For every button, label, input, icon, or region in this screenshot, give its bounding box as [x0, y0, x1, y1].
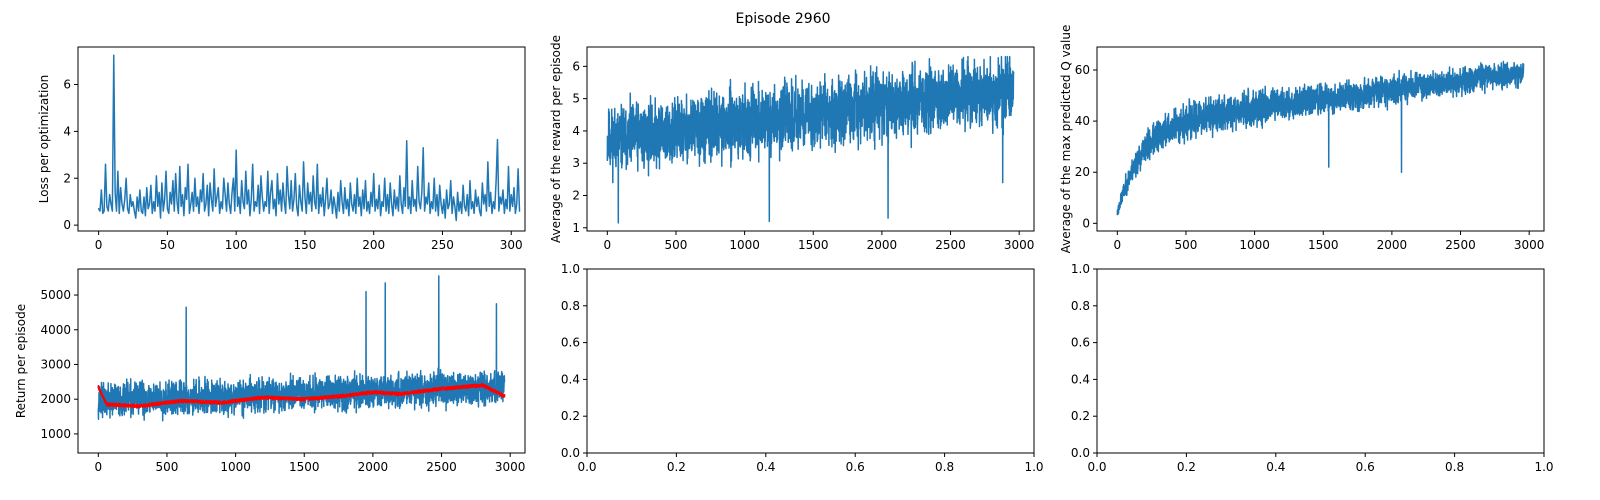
x-tick-label-empty_2-2: 0.4: [1266, 460, 1285, 474]
x-tick-label-q_value-6: 3000: [1514, 238, 1545, 252]
y-tick-label-q_value-3: 60: [1075, 63, 1090, 77]
x-tick-label-q_value-1: 500: [1175, 238, 1198, 252]
x-tick-label-q_value-2: 1000: [1239, 238, 1270, 252]
y-tick-label-return-3: 4000: [40, 323, 71, 337]
x-tick-label-reward-5: 2500: [935, 238, 966, 252]
y-axis-label-loss: Loss per optimization: [37, 75, 51, 204]
y-tick-label-empty_1-5: 1.0: [561, 262, 580, 276]
x-tick-label-return-3: 1500: [289, 460, 320, 474]
x-tick-label-empty_1-3: 0.6: [846, 460, 865, 474]
y-tick-label-empty_1-1: 0.2: [561, 409, 580, 423]
x-tick-label-empty_1-5: 1.0: [1024, 460, 1043, 474]
axes-frame-loss: [77, 46, 526, 232]
y-tick-label-return-0: 1000: [40, 427, 71, 441]
y-tick-label-reward-0: 1: [572, 221, 580, 235]
x-tick-label-return-0: 0: [94, 460, 102, 474]
x-tick-label-q_value-3: 1500: [1308, 238, 1339, 252]
x-tick-label-loss-2: 100: [225, 238, 248, 252]
subplot-empty_2: 0.0 0.2 0.4 0.6 0.8 1.0 0.0 0.2 0.4 0.6 0.8 1.0: [1071, 262, 1554, 474]
y-tick-label-empty_2-4: 0.8: [1071, 299, 1090, 313]
axes-frame-empty_1: [586, 268, 1035, 454]
y-tick-label-empty_1-3: 0.6: [561, 336, 580, 350]
x-tick-label-q_value-0: 0: [1113, 238, 1121, 252]
x-tick-label-loss-1: 50: [160, 238, 175, 252]
x-tick-label-loss-4: 200: [362, 238, 385, 252]
axes-frame-q_value: [1096, 46, 1545, 232]
x-tick-label-loss-3: 150: [293, 238, 316, 252]
y-tick-label-reward-5: 6: [572, 59, 580, 73]
x-tick-label-return-4: 2000: [358, 460, 389, 474]
y-tick-label-return-1: 2000: [40, 392, 71, 406]
x-tick-label-empty_1-0: 0.0: [577, 460, 596, 474]
y-tick-label-q_value-1: 20: [1075, 165, 1090, 179]
series-line-return-1: [97, 383, 506, 409]
x-tick-label-reward-4: 2000: [867, 238, 898, 252]
series-line-q_value-0: [1116, 60, 1525, 216]
x-tick-label-empty_2-0: 0.0: [1087, 460, 1106, 474]
x-tick-label-return-6: 3000: [495, 460, 526, 474]
x-tick-label-reward-1: 500: [665, 238, 688, 252]
subplot-empty_1: 0.0 0.2 0.4 0.6 0.8 1.0 0.0 0.2 0.4 0.6 0.8 1.0: [561, 262, 1044, 474]
y-tick-label-loss-3: 6: [63, 78, 71, 92]
y-tick-label-reward-4: 5: [572, 92, 580, 106]
y-tick-label-empty_2-1: 0.2: [1071, 409, 1090, 423]
x-tick-label-empty_2-1: 0.2: [1177, 460, 1196, 474]
x-tick-label-reward-2: 1000: [729, 238, 760, 252]
x-tick-label-reward-0: 0: [603, 238, 611, 252]
y-tick-label-q_value-0: 0: [1082, 216, 1090, 230]
y-tick-label-empty_2-5: 1.0: [1071, 262, 1090, 276]
y-tick-label-empty_1-4: 0.8: [561, 299, 580, 313]
y-tick-label-empty_1-2: 0.4: [561, 372, 580, 386]
x-tick-label-empty_2-4: 0.8: [1445, 460, 1464, 474]
x-tick-label-q_value-5: 2500: [1445, 238, 1476, 252]
y-axis-label-q_value: Average of the max predicted Q value: [1059, 25, 1073, 254]
y-tick-label-reward-2: 3: [572, 156, 580, 170]
x-tick-label-loss-6: 300: [500, 238, 523, 252]
y-tick-label-q_value-2: 40: [1075, 114, 1090, 128]
axes-frame-empty_2: [1096, 268, 1545, 454]
y-tick-label-loss-0: 0: [63, 218, 71, 232]
y-tick-label-loss-2: 4: [63, 124, 71, 138]
axes-frame-return: [77, 268, 526, 454]
x-tick-label-empty_2-5: 1.0: [1534, 460, 1553, 474]
axes-frame-reward: [586, 46, 1035, 232]
x-tick-label-loss-0: 0: [95, 238, 103, 252]
y-tick-label-empty_1-0: 0.0: [561, 446, 580, 460]
x-tick-label-empty_2-3: 0.6: [1356, 460, 1375, 474]
x-tick-label-return-5: 2500: [426, 460, 457, 474]
series-line-reward-0: [606, 55, 1015, 224]
y-axis-label-return: Return per episode: [14, 304, 28, 418]
x-tick-label-empty_1-4: 0.8: [935, 460, 954, 474]
y-tick-label-return-2: 3000: [40, 357, 71, 371]
y-tick-label-loss-1: 2: [63, 171, 71, 185]
x-tick-label-loss-5: 250: [431, 238, 454, 252]
x-tick-label-return-1: 500: [156, 460, 179, 474]
x-tick-label-reward-3: 1500: [798, 238, 829, 252]
figure-title: Episode 2960: [735, 11, 830, 27]
y-axis-label-reward: Average of the reward per episode: [549, 35, 563, 243]
y-tick-label-reward-3: 4: [572, 124, 580, 138]
x-tick-label-q_value-4: 2000: [1377, 238, 1408, 252]
y-tick-label-empty_2-3: 0.6: [1071, 336, 1090, 350]
y-tick-label-empty_2-2: 0.4: [1071, 372, 1090, 386]
x-tick-label-empty_1-1: 0.2: [667, 460, 686, 474]
series-line-loss-0: [97, 54, 521, 222]
y-tick-label-empty_2-0: 0.0: [1071, 446, 1090, 460]
x-tick-label-empty_1-2: 0.4: [756, 460, 775, 474]
subplot-return: 0 500 1000 1500 2000 2500 3000 1000 2000 3000 4000…: [14, 268, 526, 474]
y-tick-label-return-4: 5000: [40, 288, 71, 302]
subplot-reward: 0 500 1000 1500 2000 2500 3000 1 2 3 4 5 6 Average of…: [549, 35, 1035, 252]
x-tick-label-reward-6: 3000: [1004, 238, 1035, 252]
y-tick-label-reward-1: 2: [572, 188, 580, 202]
subplot-loss: 0 50 100 150 200 250 300 0 2 4 6 Loss per optimizat…: [37, 46, 526, 252]
x-tick-label-return-2: 1000: [220, 460, 251, 474]
